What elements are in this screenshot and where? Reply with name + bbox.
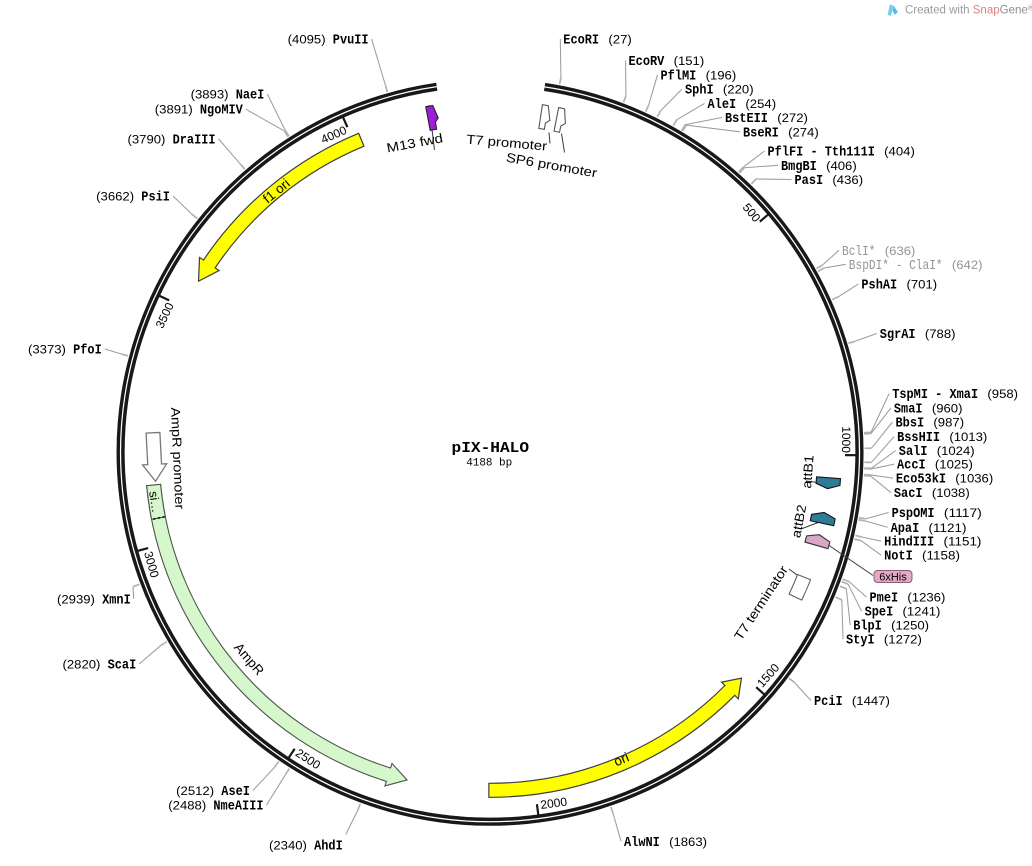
svg-text:StyI: StyI [846, 633, 875, 649]
svg-text:(274): (274) [788, 127, 819, 139]
svg-text:(2512): (2512) [176, 786, 214, 798]
svg-text:AseI: AseI [221, 784, 250, 800]
svg-text:(2340): (2340) [269, 841, 307, 853]
svg-text:(1013): (1013) [949, 432, 987, 444]
svg-text:(1158): (1158) [922, 551, 960, 563]
svg-text:NmeAIII: NmeAIII [213, 799, 263, 815]
svg-text:(436): (436) [832, 175, 863, 187]
svg-text:AlwNI: AlwNI [624, 835, 660, 851]
svg-text:AhdI: AhdI [314, 839, 343, 855]
svg-text:(1038): (1038) [932, 488, 970, 500]
svg-text:(4095): (4095) [288, 35, 326, 47]
svg-text:(3893): (3893) [191, 90, 229, 102]
svg-text:(1121): (1121) [929, 523, 967, 535]
svg-text:(642): (642) [952, 260, 983, 272]
svg-text:(1151): (1151) [944, 537, 982, 549]
svg-text:PshAI: PshAI [861, 277, 897, 293]
svg-text:(1863): (1863) [669, 837, 707, 849]
svg-text:1000: 1000 [839, 426, 853, 453]
svg-text:(2488): (2488) [168, 801, 206, 813]
svg-text:SgrAI: SgrAI [880, 327, 916, 343]
svg-text:(272): (272) [777, 113, 808, 125]
svg-text:NgoMIV: NgoMIV [200, 103, 243, 119]
svg-text:PasI: PasI [795, 173, 824, 189]
svg-text:(3373): (3373) [28, 345, 66, 357]
svg-text:(404): (404) [884, 147, 915, 159]
svg-text:BspDI* - ClaI*: BspDI* - ClaI* [849, 258, 943, 274]
svg-text:PsiI: PsiI [141, 189, 170, 205]
svg-text:(1036): (1036) [955, 474, 993, 486]
svg-text:(788): (788) [925, 329, 956, 341]
svg-text:(1117): (1117) [944, 508, 982, 520]
svg-text:(636): (636) [885, 246, 916, 258]
svg-text:(1250): (1250) [891, 621, 929, 633]
svg-text:NotI: NotI [884, 549, 913, 565]
svg-text:(1241): (1241) [903, 607, 941, 619]
svg-text:SacI: SacI [894, 486, 923, 502]
svg-text:(3662): (3662) [96, 191, 134, 203]
svg-text:(3891): (3891) [155, 105, 193, 117]
svg-text:PciI: PciI [814, 694, 843, 710]
svg-text:(196): (196) [706, 70, 737, 82]
svg-text:(1025): (1025) [935, 460, 973, 472]
svg-text:PfoI: PfoI [73, 343, 102, 359]
svg-text:PspOMI: PspOMI [892, 506, 935, 522]
svg-text:attB1: attB1 [799, 454, 817, 489]
svg-text:DraIII: DraIII [173, 132, 216, 148]
svg-text:(3790): (3790) [128, 134, 166, 146]
svg-text:Created with SnapGene®: Created with SnapGene® [905, 4, 1032, 17]
svg-text:(958): (958) [987, 389, 1018, 401]
svg-text:XmnI: XmnI [102, 592, 131, 608]
svg-text:(701): (701) [907, 279, 938, 291]
svg-text:(2820): (2820) [63, 660, 101, 672]
svg-text:(220): (220) [723, 85, 754, 97]
svg-text:(1024): (1024) [937, 446, 975, 458]
svg-text:4188 bp: 4188 bp [466, 457, 512, 469]
svg-text:pIX-HALO: pIX-HALO [452, 441, 530, 457]
svg-text:ScaI: ScaI [108, 658, 137, 674]
svg-text:6xHis: 6xHis [879, 571, 907, 583]
svg-text:(987): (987) [933, 418, 964, 430]
svg-text:BseRI: BseRI [743, 125, 779, 141]
svg-text:(254): (254) [745, 99, 776, 111]
svg-text:(1236): (1236) [907, 593, 945, 605]
svg-text:EcoRV: EcoRV [629, 54, 665, 70]
svg-text:(406): (406) [826, 161, 857, 173]
svg-text:(1447): (1447) [852, 696, 890, 708]
svg-text:EcoRI: EcoRI [563, 33, 599, 49]
svg-text:NaeI: NaeI [236, 88, 265, 104]
svg-text:(151): (151) [674, 56, 705, 68]
svg-text:(2939): (2939) [57, 594, 95, 606]
svg-text:PvuII: PvuII [333, 33, 369, 49]
svg-text:(27): (27) [608, 35, 632, 47]
svg-text:(960): (960) [932, 404, 963, 416]
svg-text:(1272): (1272) [884, 635, 922, 647]
